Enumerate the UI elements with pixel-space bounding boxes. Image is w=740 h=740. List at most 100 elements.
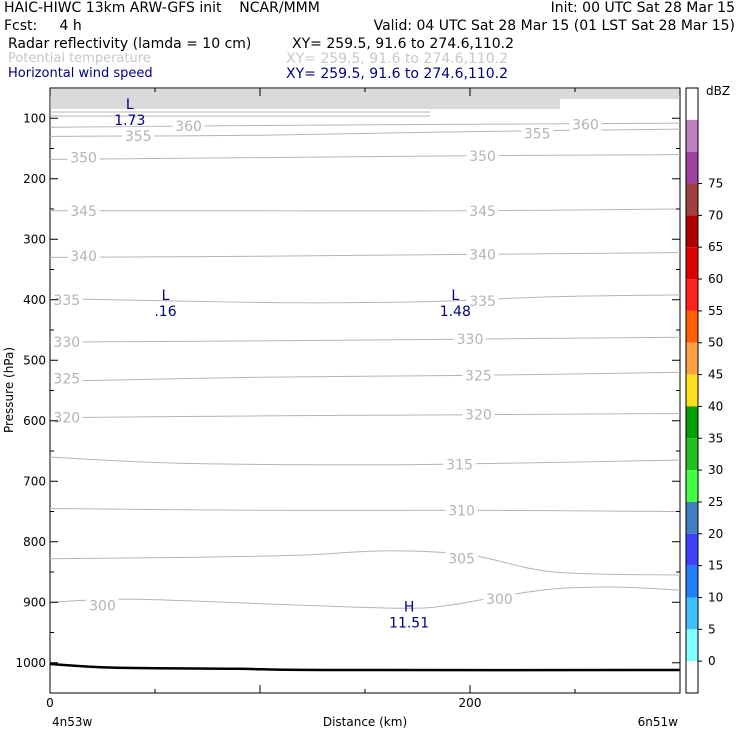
y-tick-label: 300 xyxy=(23,232,46,246)
field-name-reflectivity: Radar reflectivity (lamda = 10 cm) xyxy=(8,36,252,52)
theta-label: 315 xyxy=(446,457,473,473)
theta-label: 360 xyxy=(175,119,202,135)
colorbar-unit: dBZ xyxy=(706,84,730,98)
colorbar-swatch xyxy=(686,342,698,375)
wind-extremum-symbol: L xyxy=(162,288,170,304)
theta-labels: 300 300 305 310 315 320 320 325 325 330 330 335 335 3… xyxy=(50,115,602,614)
colorbar-label: 20 xyxy=(708,527,723,541)
colorbar-swatch xyxy=(686,279,698,311)
valid-time: Valid: 04 UTC Sat 28 Mar 15 (01 LST Sat … xyxy=(373,18,735,34)
theta-label-bg xyxy=(454,330,486,347)
colorbar-label: 5 xyxy=(708,622,716,636)
theta-contour-300 xyxy=(49,586,681,609)
x-end-location: 6n51w xyxy=(638,715,679,729)
wind-extremum-value: 1.48 xyxy=(440,304,471,320)
theta-label: 320 xyxy=(465,408,492,424)
theta-label-bg xyxy=(483,590,516,607)
colorbar-label: 45 xyxy=(708,368,723,382)
theta-label: 335 xyxy=(53,293,80,309)
y-tick-label: 1000 xyxy=(15,656,46,670)
theta-label-bg xyxy=(521,124,554,141)
theta-label: 305 xyxy=(448,552,475,568)
colorbar-swatch xyxy=(686,88,698,120)
theta-label: 325 xyxy=(53,371,80,387)
axes: 100 200 300 400 500 600 700 800 900 1000 0 200 xyxy=(15,88,681,710)
theta-label-bg xyxy=(86,596,119,613)
colorbar-swatch xyxy=(686,374,698,407)
plot-frame xyxy=(49,87,681,694)
theta-label-bg xyxy=(466,146,499,163)
theta-contour-315 xyxy=(49,456,681,466)
colorbar-label: 50 xyxy=(708,336,723,350)
colorbar-label: 25 xyxy=(708,495,723,509)
colorbar-label: 10 xyxy=(708,590,723,604)
theta-label-bg xyxy=(569,115,602,132)
colorbar-swatch xyxy=(686,310,698,343)
theta-label-bg xyxy=(67,148,100,165)
colorbar-swatch xyxy=(686,501,698,534)
theta-label: 330 xyxy=(53,335,80,351)
terrain-surface-line xyxy=(49,662,681,672)
y-tick-label: 800 xyxy=(23,535,46,549)
wind-extremum-symbol: H xyxy=(404,599,415,615)
theta-contour-335 xyxy=(49,294,681,304)
colorbar-swatch xyxy=(686,151,698,184)
theta-label: 335 xyxy=(469,294,496,310)
y-tick-label: 400 xyxy=(23,293,46,307)
theta-label-bg xyxy=(466,245,499,262)
theta-contour-345 xyxy=(50,208,681,212)
colorbar-swatch xyxy=(686,247,698,280)
theta-label: 355 xyxy=(524,126,551,142)
theta-label-bg xyxy=(50,408,83,425)
colorbar-label: 70 xyxy=(708,208,723,222)
theta-label-bg xyxy=(50,333,83,350)
theta-label-bg xyxy=(466,201,499,218)
x-axis-label: Distance (km) xyxy=(323,715,407,729)
init-time: Init: 00 UTC Sat 28 Mar 15 xyxy=(550,0,735,16)
theta-label: 350 xyxy=(70,151,97,167)
colorbar-label: 35 xyxy=(708,431,723,445)
theta-contour-340 xyxy=(49,252,681,258)
theta-label-bg xyxy=(445,501,478,518)
colorbar-label: 15 xyxy=(708,559,723,573)
forecast-hour: Fcst: 4 h xyxy=(4,18,82,34)
theta-label-bg xyxy=(67,201,100,218)
theta-label: 340 xyxy=(469,247,496,263)
theta-label: 310 xyxy=(448,503,475,519)
theta-label-bg xyxy=(172,117,205,134)
theta-label: 325 xyxy=(465,368,492,384)
theta-label: 345 xyxy=(70,204,97,220)
theta-label: 355 xyxy=(125,129,152,145)
colorbar-swatch xyxy=(686,406,698,439)
field-name-theta: Potential temperature xyxy=(8,51,151,66)
theta-label: 300 xyxy=(486,592,513,608)
theta-label-bg xyxy=(50,290,83,307)
title-line-1-left: HAIC-HIWC 13km ARW-GFS init NCAR/MMM xyxy=(4,0,320,16)
colorbar-swatch xyxy=(686,629,698,662)
theta-label: 345 xyxy=(469,204,496,220)
theta-contour-305 xyxy=(49,550,681,576)
theta-label-bg xyxy=(122,126,155,143)
theta-label-bg xyxy=(67,247,100,264)
theta-label-bg xyxy=(466,291,499,308)
y-tick-label: 600 xyxy=(23,414,46,428)
x-tick-label: 200 xyxy=(459,696,482,710)
theta-label: 330 xyxy=(457,332,484,348)
theta-contour-330 xyxy=(49,336,681,343)
colorbar-swatch xyxy=(686,119,698,152)
y-tick-label: 900 xyxy=(23,595,46,609)
wind-extremum-value: .16 xyxy=(154,304,176,320)
field-xy-reflectivity: XY= 259.5, 91.6 to 274.6,110.2 xyxy=(292,36,515,52)
colorbar-label: 30 xyxy=(708,463,723,477)
field-name-wind: Horizontal wind speed xyxy=(8,66,153,81)
theta-label-bg xyxy=(443,455,476,472)
theta-contours xyxy=(49,122,681,609)
y-tick-label: 700 xyxy=(23,474,46,488)
colorbar-swatch xyxy=(686,215,698,248)
colorbar-swatch xyxy=(686,438,698,471)
colorbar-label: 40 xyxy=(708,399,723,413)
y-tick-label: 500 xyxy=(23,353,46,367)
colorbar-swatch xyxy=(686,597,698,630)
colorbar-swatch xyxy=(686,183,698,216)
